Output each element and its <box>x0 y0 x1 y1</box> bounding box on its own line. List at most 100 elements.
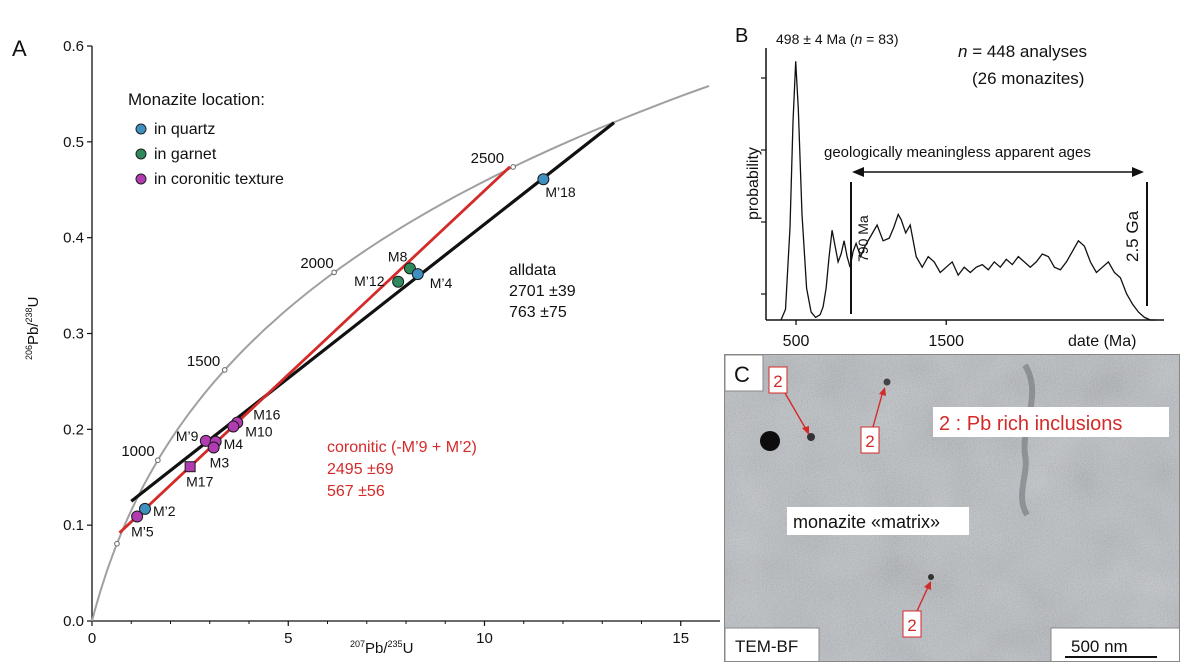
marker-box-1 <box>768 366 788 394</box>
data-point-label: M16 <box>253 407 280 423</box>
concordia-age-marker <box>331 269 337 276</box>
a-y-tick-label: 0.3 <box>63 326 84 343</box>
marker-arrow-2 <box>872 390 884 428</box>
panel-a-axes: 0.0 0.1 0.2 0.3 0.4 0.5 0.6 0 5 10 15 <box>63 38 720 647</box>
a-x-tick-label: 0 <box>88 630 96 647</box>
data-point <box>131 510 144 523</box>
data-point-label: M’4 <box>430 275 453 291</box>
data-point-label: M17 <box>186 474 213 490</box>
concordia-age-label: 1500 <box>187 353 220 370</box>
concordia-age-marker <box>155 457 161 463</box>
x-axis-title: 207Pb/235U <box>350 639 413 657</box>
panel-a-lines: 1000 1500 2000 2500 <box>91 84 710 622</box>
panel-a-letter: A <box>12 36 27 61</box>
a-x-tick-label: 5 <box>284 630 292 647</box>
alldata-upper-intercept: 2701 ±39 <box>509 283 576 300</box>
a-x-tick-label: 10 <box>476 630 493 647</box>
alldata-lower-intercept: 763 ±75 <box>509 304 567 321</box>
concordia-age-marker <box>221 367 228 373</box>
b-x-tick-label: 500 <box>783 333 810 350</box>
coronitic-annotation: coronitic (-M’9 + M’2) 2495 ±69 567 ±56 <box>327 439 477 500</box>
data-point <box>138 502 151 515</box>
coronitic-upper-intercept: 2495 ±69 <box>327 461 394 478</box>
matrix-label-box <box>787 507 969 535</box>
coronitic-label: coronitic (-M’9 + M’2) <box>327 439 477 456</box>
meaningless-ages-label: geologically meaningless apparent ages <box>824 144 1091 161</box>
legend-item-garnet: in garnet <box>154 146 217 163</box>
alldata-label: alldata <box>509 262 556 279</box>
mode-label-box <box>725 627 820 661</box>
data-point-label: M10 <box>245 423 272 439</box>
data-point-label: M3 <box>210 455 230 471</box>
b-x-tick-label: 1500 <box>928 333 964 350</box>
monazite-count: (26 monazites) <box>972 69 1084 88</box>
legend-swatch-quartz <box>135 123 147 135</box>
y-axis-title: 206Pb/238U <box>24 297 42 360</box>
data-point <box>184 461 196 473</box>
legend-swatch-garnet <box>135 148 147 160</box>
legend-title: Monazite location: <box>128 90 265 109</box>
a-y-tick-label: 0.1 <box>63 517 84 534</box>
legend-item-quartz: in quartz <box>154 121 215 138</box>
panel-c-letter: C <box>734 362 750 387</box>
panel-b-ticks: 500 1500 <box>761 77 964 350</box>
marker-box-3 <box>902 610 922 638</box>
pb-inclusion-small-3 <box>928 574 934 580</box>
panel-b-y-label: probability <box>745 147 762 220</box>
data-point-label: M’12 <box>354 273 385 289</box>
analyses-count: n = 448 analyses <box>958 42 1087 61</box>
data-point-label: M’18 <box>545 184 576 200</box>
data-point-label: M’9 <box>176 428 199 444</box>
coronitic-lower-intercept: 567 ±56 <box>327 483 385 500</box>
panel-b: B 500 1500 probability date (Ma) 498 ± 4 … <box>735 25 1164 350</box>
panel-c-letter-box <box>725 355 764 392</box>
marker-label-2: 2 <box>865 432 874 451</box>
data-point <box>537 173 550 186</box>
data-point-label: M4 <box>224 436 244 452</box>
data-point-label: M’5 <box>131 524 154 540</box>
marker-label-1: 2 <box>773 372 782 391</box>
concordia-age-label: 1000 <box>121 443 154 460</box>
a-y-tick-label: 0.6 <box>63 38 84 55</box>
a-y-tick-label: 0.0 <box>63 613 84 630</box>
matrix-label: monazite «matrix» <box>793 512 940 532</box>
concordia-age-marker <box>510 164 516 170</box>
a-x-tick-label: 15 <box>672 630 689 647</box>
probability-curve <box>780 61 1157 321</box>
pb-inclusion-large <box>760 431 780 451</box>
concordia-curve <box>91 84 710 622</box>
inclusion-label: 2 : Pb rich inclusions <box>939 413 1122 435</box>
legend-item-coronitic: in coronitic texture <box>154 171 284 188</box>
data-point-label: M8 <box>388 248 408 264</box>
alldata-annotation: alldata 2701 ±39 763 ±75 <box>509 262 576 321</box>
pb-inclusion-small-2 <box>883 378 891 386</box>
concordia-age-label: 2500 <box>471 150 504 167</box>
marker-arrow-1 <box>784 392 808 432</box>
data-point <box>392 275 405 288</box>
discordia-coronitic <box>118 165 511 534</box>
scale-bar-box <box>1050 627 1179 661</box>
data-point-label: M’2 <box>153 503 176 519</box>
marker-arrow-3 <box>916 584 930 612</box>
peak-label: 498 ± 4 Ma (n = 83) <box>776 31 899 47</box>
a-y-tick-label: 0.5 <box>63 134 84 151</box>
meaningless-ages-arrow <box>852 167 1144 177</box>
mode-label: TEM-BF <box>735 637 798 656</box>
scale-bar-label: 500 nm <box>1071 637 1128 656</box>
data-point <box>411 268 424 281</box>
tem-canvas: 2 2 2 2 : Pb rich inclusions monazite «m… <box>725 355 1179 661</box>
data-point <box>227 420 240 433</box>
inclusion-label-box <box>933 407 1169 437</box>
concordia-age-marker <box>114 540 120 547</box>
marker-790-label: 790 Ma <box>855 215 871 262</box>
marker-label-3: 2 <box>907 616 916 635</box>
concordia-age-label: 2000 <box>300 255 333 272</box>
panel-b-x-label: date (Ma) <box>1068 333 1136 350</box>
panel-a: A 0.0 0.1 0.2 0.3 0.4 0.5 0.6 0 5 10 15 1000 1500 20… <box>12 36 720 657</box>
marker-box-2 <box>860 426 880 454</box>
data-point <box>207 441 220 454</box>
a-y-tick-label: 0.4 <box>63 230 84 247</box>
panel-b-letter: B <box>735 25 748 47</box>
